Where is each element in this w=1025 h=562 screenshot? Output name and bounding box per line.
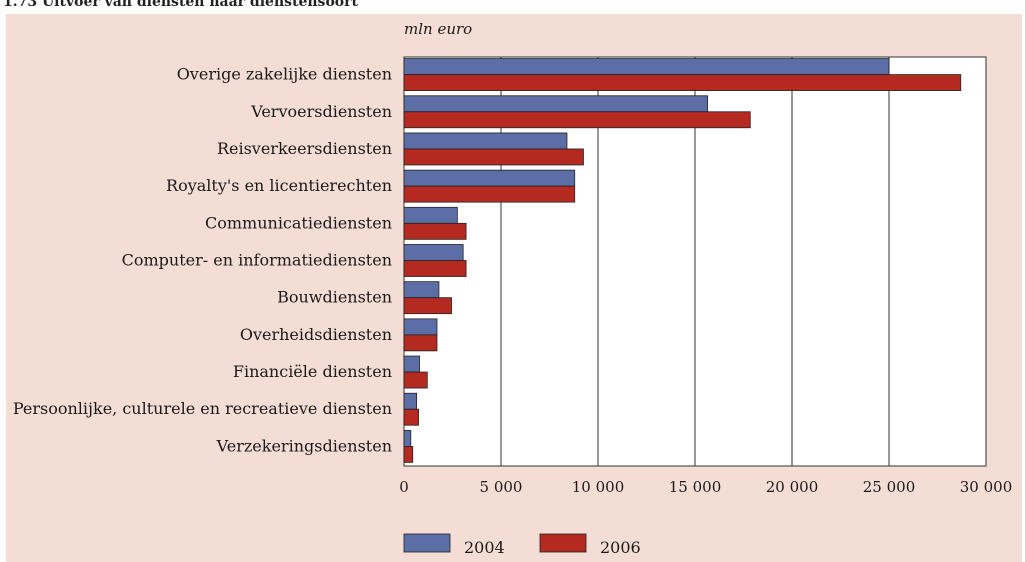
bar-2004 [404,356,420,372]
category-label: Persoonlijke, culturele en recreatieve d… [13,399,392,418]
category-label: Communicatiediensten [205,213,392,232]
x-tick-label: 5 000 [480,478,523,496]
x-tick-label: 25 000 [863,478,916,496]
category-label: Financiële diensten [233,362,392,381]
bar-2004 [404,430,411,446]
category-label: Overheidsdiensten [240,325,392,344]
bar-2006 [404,261,466,277]
bar-2006 [404,186,575,202]
bar-2004 [404,245,463,261]
bar-2004 [404,393,417,409]
bar-2006 [404,149,583,165]
bar-2004 [404,96,708,112]
category-label: Computer- en informatiediensten [122,251,392,270]
bar-2004 [404,170,575,186]
bar-2006 [404,298,452,314]
x-tick-label: 15 000 [669,478,722,496]
bar-2006 [404,335,437,351]
bar-2006 [404,112,750,128]
bar-2006 [404,446,413,462]
bar-2006 [404,223,466,239]
unit-label: mln euro [404,20,472,38]
bar-2006 [404,409,419,425]
x-tick-label: 20 000 [766,478,819,496]
bar-2004 [404,319,437,335]
category-label: Vervoersdiensten [250,102,392,121]
category-label: Bouwdiensten [277,288,392,307]
category-label: Royalty's en licentierechten [166,176,392,195]
bar-2006 [404,372,427,388]
bar-2004 [404,207,457,223]
category-label: Verzekeringsdiensten [216,436,392,455]
legend-swatch-2006 [540,534,586,552]
legend-label-2006: 2006 [600,538,641,557]
bar-2004 [404,59,889,75]
legend-swatch-2004 [404,534,450,552]
bar-2004 [404,282,439,298]
x-tick-label: 30 000 [960,478,1013,496]
category-label: Reisverkeersdiensten [217,139,392,158]
bar-2004 [404,133,567,149]
bar-2006 [404,75,961,91]
x-tick-label: 10 000 [572,478,625,496]
x-tick-label: 0 [399,478,409,496]
category-label: Overige zakelijke diensten [177,65,392,84]
legend-label-2004: 2004 [464,538,505,557]
